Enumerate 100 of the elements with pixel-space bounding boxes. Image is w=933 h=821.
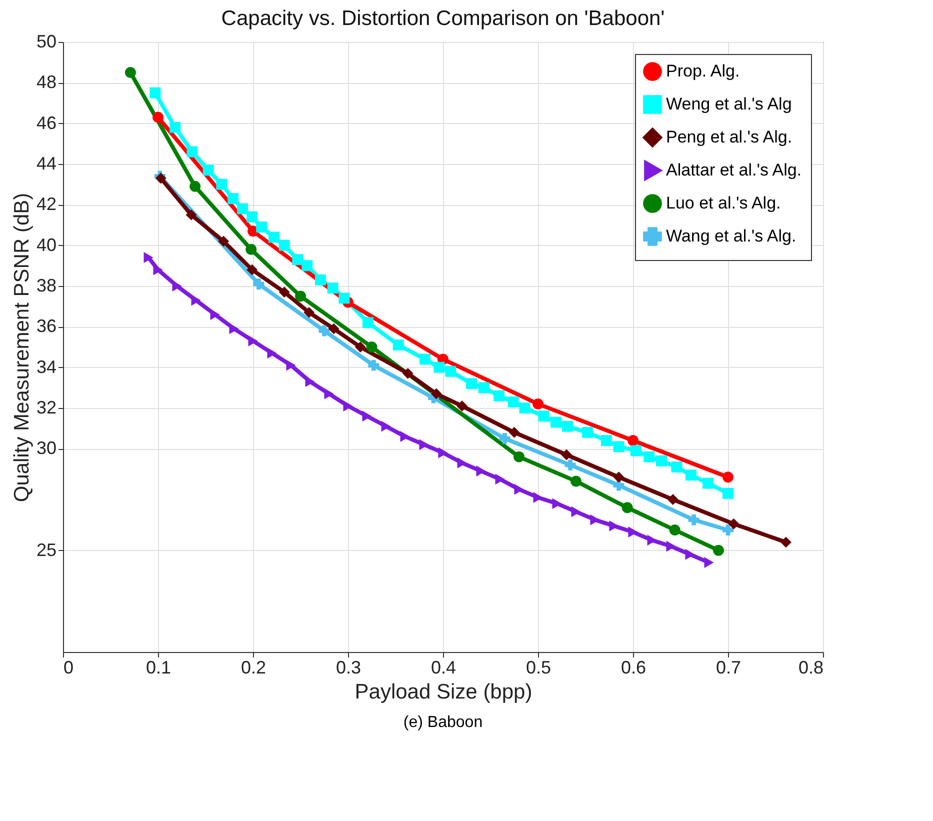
point bbox=[685, 548, 695, 560]
point bbox=[267, 348, 277, 359]
point bbox=[190, 180, 201, 192]
point bbox=[400, 430, 410, 442]
point bbox=[253, 278, 264, 290]
point bbox=[430, 388, 442, 400]
point bbox=[630, 445, 642, 456]
point bbox=[538, 410, 550, 422]
legend-label: Wang et al.'s Alg. bbox=[666, 226, 796, 246]
point bbox=[327, 282, 338, 294]
point bbox=[613, 472, 624, 483]
y-tick-label: 48 bbox=[36, 72, 56, 92]
point bbox=[514, 451, 524, 462]
legend-label: Peng et al.'s Alg. bbox=[666, 128, 792, 146]
point bbox=[210, 308, 220, 320]
y-tick-label: 30 bbox=[36, 438, 56, 458]
chart-title: Capacity vs. Distortion Comparison on 'Baboon' bbox=[221, 7, 665, 30]
point bbox=[552, 498, 562, 510]
legend-label: Weng et al.'s Alg bbox=[666, 94, 792, 114]
point bbox=[218, 236, 230, 247]
point bbox=[186, 146, 198, 158]
point bbox=[609, 520, 619, 532]
point bbox=[685, 470, 696, 481]
point bbox=[362, 317, 374, 328]
point bbox=[514, 484, 524, 495]
point bbox=[532, 398, 544, 410]
point bbox=[508, 426, 520, 438]
point bbox=[456, 400, 468, 412]
x-tick-label: 0.1 bbox=[146, 658, 172, 678]
point bbox=[246, 244, 257, 255]
point bbox=[550, 416, 562, 428]
point bbox=[445, 366, 456, 377]
point bbox=[495, 474, 505, 485]
point bbox=[780, 536, 792, 548]
y-tick-label: 40 bbox=[36, 234, 56, 255]
y-tick-label: 32 bbox=[36, 398, 56, 418]
point bbox=[508, 396, 519, 408]
y-tick-label: 25 bbox=[36, 540, 56, 560]
point bbox=[656, 455, 667, 466]
point bbox=[600, 435, 612, 446]
point bbox=[613, 441, 624, 452]
point bbox=[628, 526, 638, 538]
point bbox=[324, 388, 334, 400]
point bbox=[722, 472, 734, 483]
point bbox=[434, 362, 445, 373]
point bbox=[466, 378, 477, 390]
point bbox=[571, 506, 581, 518]
point bbox=[722, 524, 734, 536]
point bbox=[647, 534, 657, 546]
point bbox=[688, 514, 700, 526]
point bbox=[478, 382, 490, 394]
y-tick-label: 42 bbox=[36, 194, 56, 214]
point bbox=[278, 286, 290, 298]
y-tick-label: 38 bbox=[36, 276, 56, 296]
x-tick-label: 0.4 bbox=[430, 658, 456, 678]
point bbox=[702, 478, 714, 489]
point bbox=[237, 203, 248, 214]
point bbox=[366, 342, 378, 352]
x-tick-label: 0.7 bbox=[716, 658, 742, 678]
point bbox=[318, 325, 330, 336]
legend-label: Prop. Alg. bbox=[666, 62, 740, 80]
legend-label: Alattar et al.'s Alg. bbox=[666, 160, 802, 180]
point bbox=[172, 280, 182, 292]
point bbox=[728, 518, 740, 530]
point bbox=[256, 222, 268, 233]
point bbox=[644, 451, 655, 462]
point bbox=[381, 420, 391, 432]
point bbox=[494, 390, 505, 402]
point bbox=[582, 426, 593, 438]
point bbox=[314, 274, 326, 286]
point bbox=[722, 488, 734, 499]
point bbox=[666, 540, 676, 552]
point bbox=[150, 87, 161, 98]
text: (e) Baboon bbox=[403, 714, 483, 731]
point bbox=[590, 514, 600, 526]
point bbox=[622, 502, 633, 514]
point bbox=[713, 544, 724, 556]
point bbox=[170, 122, 181, 133]
y-tick-label: 50 bbox=[36, 32, 56, 52]
point bbox=[499, 433, 510, 444]
point bbox=[304, 306, 315, 318]
x-tick-label: 0.5 bbox=[526, 658, 552, 678]
point bbox=[392, 339, 404, 350]
point bbox=[338, 292, 350, 304]
point bbox=[419, 354, 430, 365]
point bbox=[561, 449, 572, 460]
point bbox=[295, 290, 306, 302]
point bbox=[229, 323, 239, 334]
point bbox=[564, 459, 576, 470]
point bbox=[476, 466, 486, 477]
point bbox=[328, 323, 340, 334]
x-axis-title: Payload Size (bpp) bbox=[354, 680, 532, 704]
point bbox=[457, 457, 467, 468]
point bbox=[402, 368, 414, 379]
x-tick-label: 0.3 bbox=[336, 658, 362, 678]
point bbox=[628, 435, 638, 446]
point bbox=[419, 439, 429, 450]
point bbox=[278, 240, 290, 251]
point bbox=[302, 260, 313, 272]
point bbox=[202, 164, 214, 176]
